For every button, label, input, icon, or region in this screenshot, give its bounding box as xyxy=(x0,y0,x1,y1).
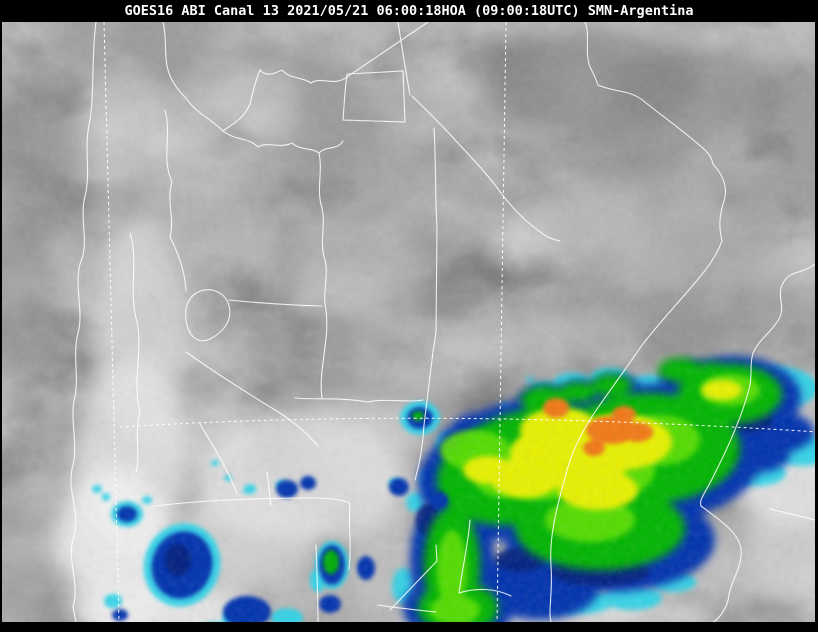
boundary-lines xyxy=(70,22,818,622)
left-frame-edge xyxy=(0,0,2,632)
right-frame-edge xyxy=(815,0,818,632)
meridian-line-east xyxy=(496,22,507,622)
bottom-black-bar xyxy=(0,622,818,632)
parallel-line xyxy=(119,417,818,433)
meridian-line-west xyxy=(103,22,120,622)
image-title: GOES16 ABI Canal 13 2021/05/21 06:00:18H… xyxy=(124,3,694,19)
film-grain-layer xyxy=(0,22,818,622)
graticule-lines xyxy=(103,22,818,622)
title-bar: GOES16 ABI Canal 13 2021/05/21 06:00:18H… xyxy=(0,0,818,22)
